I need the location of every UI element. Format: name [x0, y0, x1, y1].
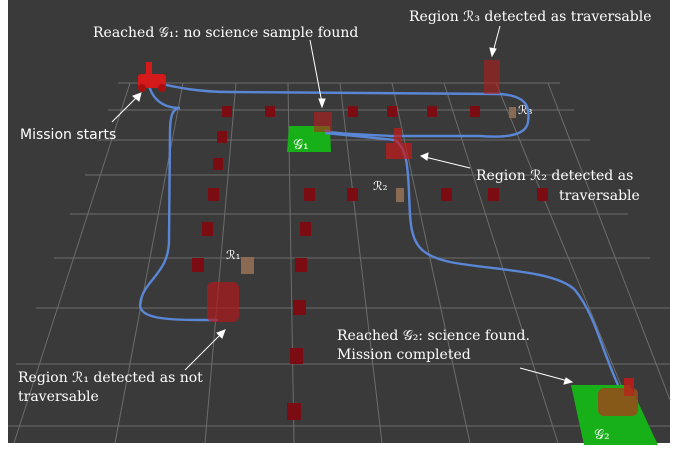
- obstacle: [304, 188, 315, 201]
- robot-ghost-g1: [314, 112, 332, 132]
- obstacle: [217, 131, 227, 143]
- region-r2-label: ℛ₂: [373, 179, 388, 193]
- goal-g2-label: 𝒢₂: [594, 427, 610, 443]
- annotation-g2-line1: Reached 𝒢₂: science found.: [337, 328, 530, 344]
- obstacle: [295, 258, 307, 272]
- obstacle: [265, 106, 275, 117]
- ground-grid: [8, 82, 671, 444]
- annotation-g2-line2: Mission completed: [337, 347, 471, 363]
- obstacle: [208, 188, 219, 201]
- obstacle: [537, 188, 548, 201]
- obstacle: [213, 158, 223, 170]
- region-boxes: [241, 107, 516, 274]
- obstacle: [293, 300, 306, 315]
- robot-path: [138, 79, 620, 386]
- obstacle: [300, 222, 311, 236]
- region-r1-label: ℛ₁: [226, 248, 240, 262]
- annotation-arrows: [111, 25, 574, 385]
- obstacle: [222, 106, 232, 117]
- obstacle-field: [192, 106, 548, 420]
- annotation-r2-line1: Region ℛ₂ detected as: [476, 168, 633, 184]
- region-r2-box: [396, 188, 404, 202]
- obstacle: [488, 188, 499, 201]
- robot-ghost-r1: [207, 282, 239, 322]
- obstacle: [202, 222, 213, 236]
- obstacle: [348, 106, 358, 117]
- obstacle: [347, 188, 358, 201]
- obstacle: [387, 106, 397, 117]
- goal-g1-label: 𝒢₁: [293, 137, 309, 153]
- obstacle: [290, 348, 303, 364]
- annotation-r1-line1: Region ℛ₁ detected as not: [18, 370, 203, 386]
- obstacle: [427, 106, 437, 117]
- obstacle: [192, 258, 204, 272]
- goal-g1: 𝒢₁: [287, 126, 331, 153]
- obstacle: [441, 188, 452, 201]
- region-r3-box: [509, 107, 516, 118]
- robot-end: [598, 378, 638, 416]
- viewport-background: [8, 0, 670, 443]
- robot-ghost-r3: [484, 60, 500, 94]
- annotation-mission-starts: Mission starts: [20, 127, 116, 143]
- obstacle: [287, 403, 301, 420]
- annotation-r1-line2: traversable: [18, 389, 99, 405]
- annotation-r3-detected: Region ℛ₃ detected as traversable: [409, 9, 652, 25]
- annotation-r2-line2: traversable: [559, 188, 640, 204]
- obstacle: [470, 106, 480, 117]
- region-r1-box: [241, 257, 254, 274]
- robot-start: [138, 62, 166, 92]
- annotation-g1-reached: Reached 𝒢₁: no science sample found: [93, 25, 358, 41]
- robot-ghost-r2: [386, 128, 412, 159]
